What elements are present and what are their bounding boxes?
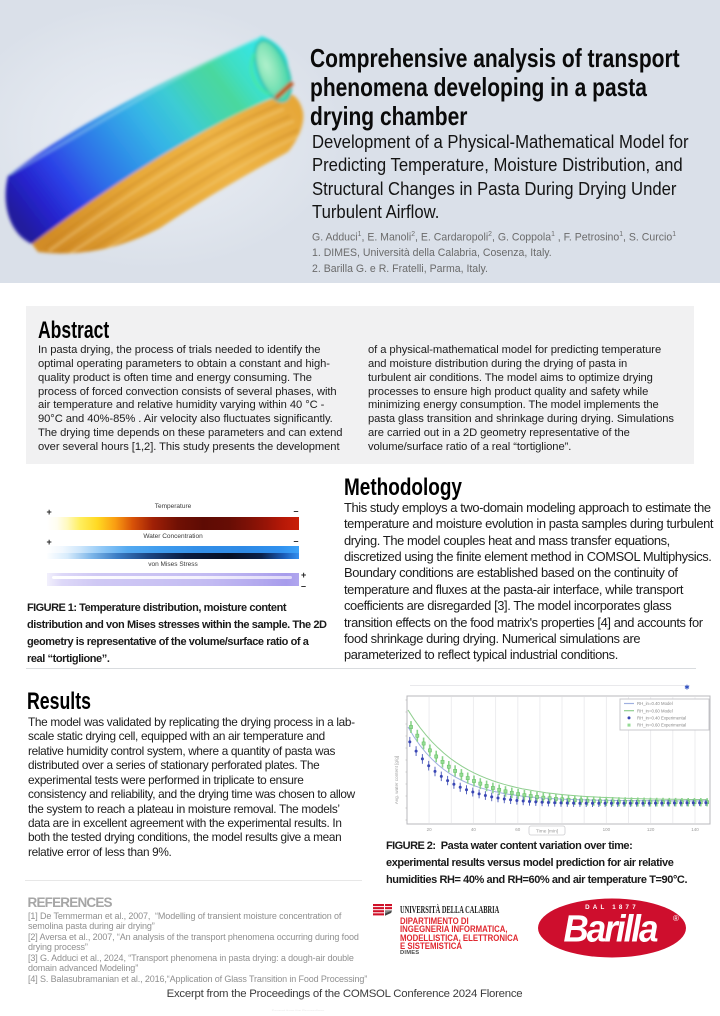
svg-text:Avg. water content [g/g]: Avg. water content [g/g] xyxy=(394,756,399,804)
svg-text:RH_in=0.40 Experimental: RH_in=0.40 Experimental xyxy=(637,716,686,721)
svg-text:RH_in=0.40 Model: RH_in=0.40 Model xyxy=(637,701,673,706)
svg-text:✱: ✱ xyxy=(684,684,690,692)
svg-text:20: 20 xyxy=(427,827,433,832)
svg-text:120: 120 xyxy=(647,827,655,832)
svg-text:60: 60 xyxy=(515,827,521,832)
svg-text:RH_in=0.60 Experimental: RH_in=0.60 Experimental xyxy=(637,723,686,728)
svg-text:40: 40 xyxy=(471,827,477,832)
svg-text:140: 140 xyxy=(691,827,699,832)
svg-text:Time [min]: Time [min] xyxy=(536,829,558,835)
svg-text:RH_in=0.60 Model: RH_in=0.60 Model xyxy=(637,708,673,713)
svg-text:Barilla: Barilla xyxy=(564,907,659,950)
svg-text:100: 100 xyxy=(603,827,611,832)
svg-text:®: ® xyxy=(673,914,679,923)
svg-text:DAL 1877: DAL 1877 xyxy=(585,904,639,911)
